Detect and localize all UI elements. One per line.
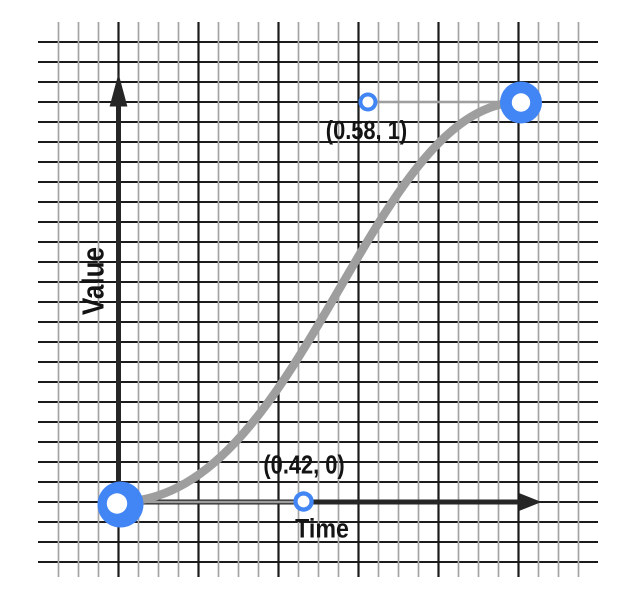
grid-lines [38,22,598,577]
control-point-2-dot-center [362,96,374,108]
end-point-dot-center [511,93,531,112]
control-point-1-dot-center [297,495,310,508]
start-point-dot-center [106,493,128,514]
control-point-2-label: (0.58, 1) [326,116,407,145]
y-axis-arrow-icon [109,73,128,107]
x-axis-label: Time [295,514,349,544]
control-point-1-label: (0.42, 0) [263,451,344,480]
y-axis-label: Value [76,247,111,315]
x-axis-arrow-icon [519,493,542,511]
easing-curve [114,97,526,507]
curve-points [97,81,542,528]
